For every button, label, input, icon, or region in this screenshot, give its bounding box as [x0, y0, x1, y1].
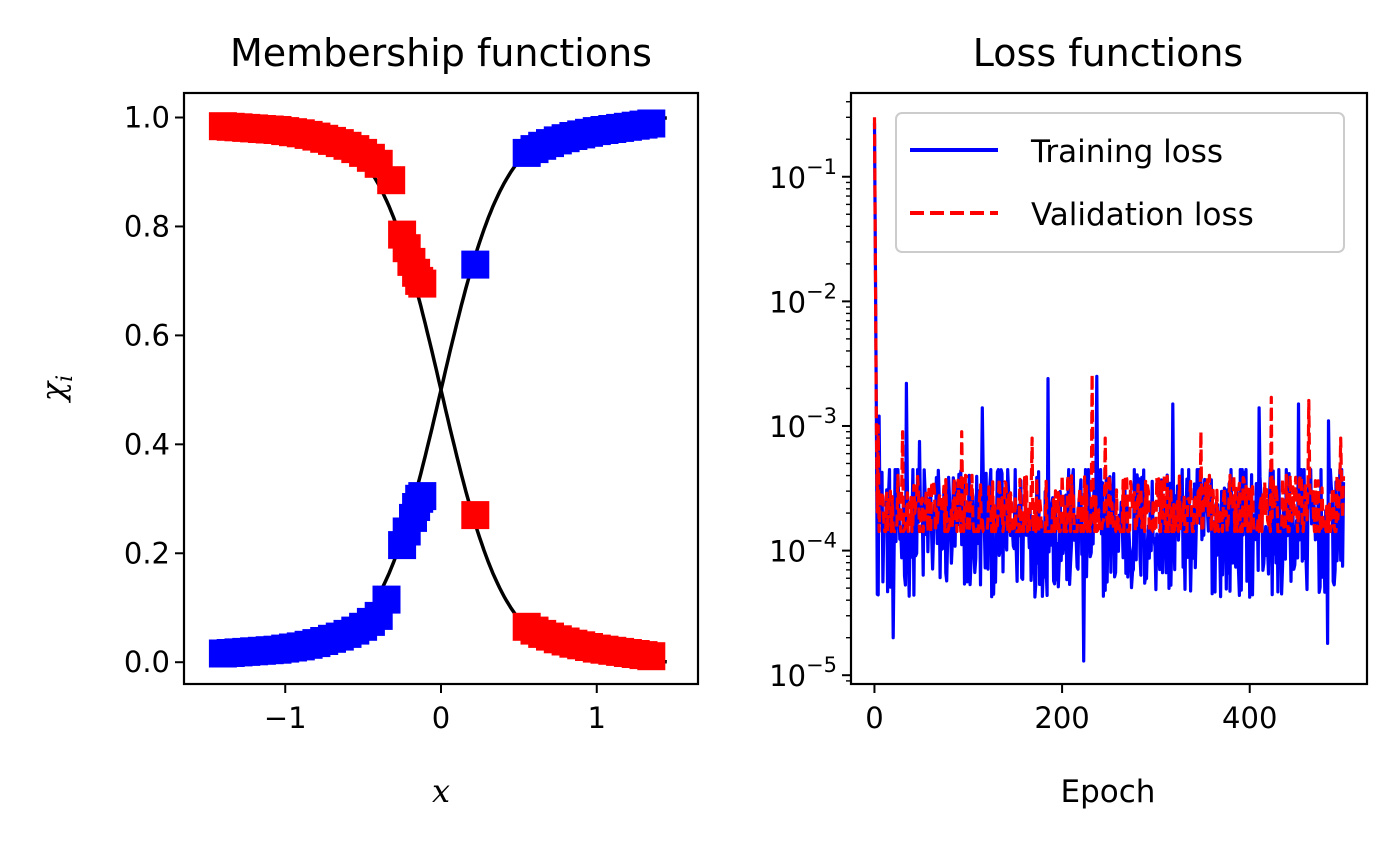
ytick-label: 10−2	[769, 279, 837, 319]
loss-xlabel: Epoch	[1061, 774, 1156, 810]
loss-title: Loss functions	[973, 31, 1243, 75]
membership-marker	[408, 482, 437, 511]
membership-plot-area	[208, 109, 667, 671]
membership-marker	[461, 501, 490, 530]
loss-legend: Training loss Validation loss	[895, 112, 1345, 253]
membership-marker	[461, 250, 490, 279]
ytick-label: 10−1	[769, 155, 837, 195]
membership-ylabel: χi	[34, 375, 78, 403]
membership-xlabel: x	[432, 772, 450, 810]
ytick-label: 0.0	[124, 645, 170, 679]
membership-marker	[377, 166, 406, 195]
membership-marker	[372, 585, 401, 614]
membership-marker	[637, 109, 666, 138]
xtick-label: −1	[264, 701, 307, 735]
legend-frame	[895, 112, 1345, 253]
membership-red-markers	[208, 112, 666, 671]
ytick-label: 10−4	[769, 529, 837, 569]
xtick-label: 1	[588, 701, 606, 735]
loss-plot-area	[872, 117, 1346, 663]
legend-training-label: Training loss	[1030, 134, 1223, 170]
membership-yticks: 0.0 0.2 0.4 0.6 0.8 1.0	[124, 101, 184, 679]
membership-blue-markers	[208, 109, 666, 668]
xtick-label: 0	[432, 701, 450, 735]
ytick-label: 0.8	[124, 209, 170, 243]
loss-panel: Loss functions 0 200 400 10−510−410−310−21…	[769, 31, 1369, 810]
membership-curve-decreasing	[215, 116, 667, 664]
xtick-label: 200	[1034, 701, 1089, 735]
ytick-label: 0.4	[124, 427, 170, 461]
membership-title: Membership functions	[230, 31, 652, 75]
ytick-label: 10−5	[769, 653, 837, 693]
membership-panel: Membership functions −1 0 1 0.00.20.40.60.…	[34, 31, 700, 810]
membership-marker	[637, 642, 666, 671]
ytick-label: 1.0	[124, 101, 170, 135]
ytick-label: 10−3	[769, 404, 837, 444]
loss-xticks: 0 200 400	[865, 684, 1277, 735]
loss-yticks: 10−5 10−4 10−3 10−2 10−1	[769, 101, 851, 693]
xtick-label: 400	[1222, 701, 1277, 735]
legend-validation-label: Validation loss	[1031, 197, 1254, 233]
svg-text:χi: χi	[34, 375, 78, 403]
ytick-label: 0.2	[124, 536, 170, 570]
ytick-label: 0.6	[124, 318, 170, 352]
validation-loss-line	[872, 117, 1346, 534]
xtick-label: 0	[865, 701, 883, 735]
membership-marker	[408, 269, 437, 298]
membership-xticks: −1 0 1	[264, 684, 606, 735]
